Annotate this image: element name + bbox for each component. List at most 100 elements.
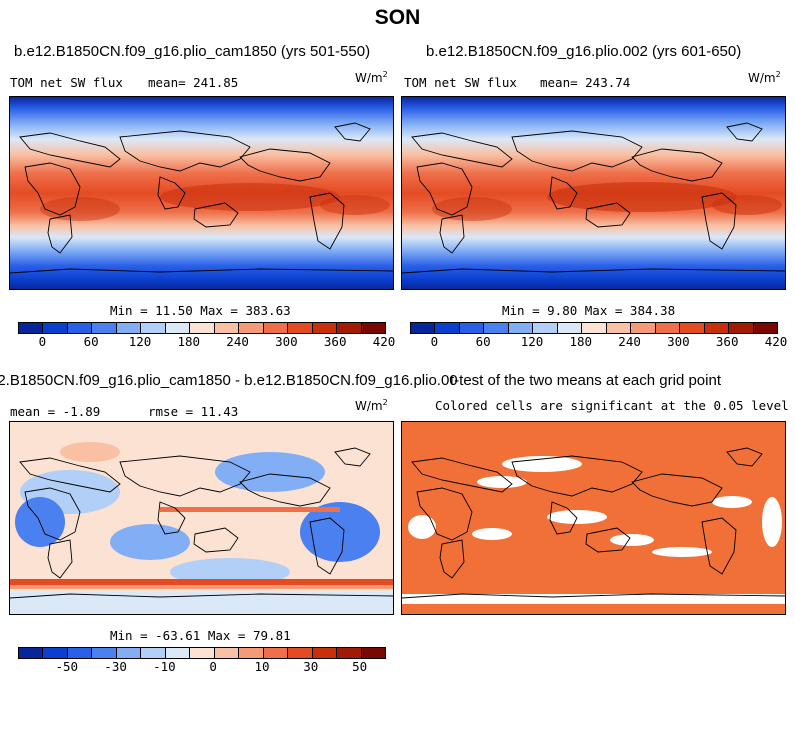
panel2-colorbar-tick-label: 120	[520, 334, 544, 349]
panel3-colorbar-box	[141, 648, 166, 658]
panel3-colorbar-ticks: -50 -30 -10 0 10 30 50	[18, 659, 384, 674]
panel2-colorbar-box	[533, 323, 558, 333]
panel4-subtitle: Colored cells are significant at the 0.0…	[435, 398, 789, 413]
panel2-colorbar-box	[557, 323, 583, 333]
panel2-colorbar-tick-label: 60	[475, 334, 491, 349]
panel1-colorbar-box	[165, 323, 191, 333]
panel1-colorbar-box	[337, 323, 362, 333]
panel3-colorbar-box	[165, 648, 191, 658]
panel1-colorbar-box	[361, 323, 386, 333]
panel1-colorbar-tick-label: 420	[372, 334, 396, 349]
panel3-colorbar-box	[288, 648, 313, 658]
panel2-colorbar-tick-label: 360	[715, 334, 739, 349]
panel1-colorbar-tick-label: 240	[226, 334, 249, 349]
panel3-colorbar-tick-label: 50	[352, 659, 368, 674]
panel2-colorbar-box	[655, 323, 681, 333]
panel1-map-canvas	[10, 97, 393, 289]
panel1-colorbar-box	[116, 323, 142, 333]
panel2-colorbar-box	[606, 323, 632, 333]
panel2-colorbar-box	[411, 323, 436, 333]
panel1-colorbar-box	[239, 323, 264, 333]
panel2-title: b.e12.B1850CN.f09_g16.plio.002 (yrs 601-…	[426, 43, 742, 60]
panel2-map	[401, 96, 786, 290]
panel3-colorbar-box	[190, 648, 215, 658]
panel1-colorbar-box	[43, 323, 68, 333]
panel1-colorbar-box	[263, 323, 289, 333]
panel2-colorbar	[410, 322, 778, 334]
panel2-colorbar-box	[435, 323, 460, 333]
panel1-colorbar-box	[19, 323, 44, 333]
panel1-colorbar-tick-label: 300	[275, 334, 298, 349]
panel3-title: b.e12.B1850CN.f09_g16.plio_cam1850 - b.e…	[0, 372, 458, 389]
panel1-colorbar-box	[312, 323, 338, 333]
panel4-map	[401, 421, 786, 615]
panel3-colorbar-box	[263, 648, 289, 658]
panel3-colorbar-tick-label: 10	[254, 659, 270, 674]
panel2-colorbar-tick-label: 300	[667, 334, 690, 349]
panel1-minmax-label: Min = 11.50 Max = 383.63	[110, 303, 291, 318]
panel3-colorbar-tick-label: -50	[55, 659, 79, 674]
panel3-colorbar-tick-label: 0	[209, 659, 217, 674]
panel2-variable-label: TOM net SW flux	[404, 75, 517, 90]
panel2-colorbar-tick-label: 240	[618, 334, 641, 349]
panel3-minmax-label: Min = -63.61 Max = 79.81	[110, 628, 291, 643]
panel2-map-canvas	[402, 97, 785, 289]
panel3-colorbar-box	[337, 648, 362, 658]
panel1-colorbar-box	[190, 323, 215, 333]
panel3-map-canvas	[10, 422, 393, 614]
panel2-colorbar-ticks: 0 60 120 180 240 300 360 420	[410, 334, 788, 349]
panel1-map	[9, 96, 394, 290]
panel3-colorbar-box	[361, 648, 386, 658]
panel2-colorbar-box	[680, 323, 705, 333]
panel3-colorbar-box	[92, 648, 117, 658]
panel3-colorbar-box	[43, 648, 68, 658]
panel2-colorbar-box	[753, 323, 778, 333]
panel2-minmax-label: Min = 9.80 Max = 384.38	[502, 303, 676, 318]
panel3-mean-label: mean = -1.89	[10, 404, 101, 419]
panel1-colorbar-tick-label: 0	[38, 334, 47, 349]
panel1-colorbar-box	[92, 323, 117, 333]
panel1-colorbar	[18, 322, 386, 334]
panel1-title: b.e12.B1850CN.f09_g16.plio_cam1850 (yrs …	[14, 43, 371, 60]
panel1-colorbar-box	[67, 323, 93, 333]
panel3-map	[9, 421, 394, 615]
panel1-colorbar-tick-label: 360	[323, 334, 347, 349]
panel3-rmse-label: rmse = 11.43	[148, 404, 239, 419]
panel1-colorbar-box	[214, 323, 240, 333]
panel2-colorbar-box	[484, 323, 509, 333]
panel2-colorbar-box	[582, 323, 607, 333]
panel1-colorbar-box	[141, 323, 166, 333]
panel2-colorbar-box	[631, 323, 656, 333]
panel1-variable-label: TOM net SW flux	[10, 75, 123, 90]
panel3-colorbar-box	[239, 648, 264, 658]
panel3-colorbar-box	[214, 648, 240, 658]
panel2-colorbar-box	[508, 323, 534, 333]
panel3-units: W/m2	[355, 398, 388, 413]
panel4-map-canvas	[402, 422, 785, 614]
figure-title: SON	[374, 6, 421, 29]
panel1-colorbar-ticks: 0 60 120 180 240 300 360 420	[18, 334, 396, 349]
panel2-colorbar-box	[729, 323, 754, 333]
panel3-colorbar-tick-label: 30	[303, 659, 319, 674]
panel1-colorbar-box	[288, 323, 313, 333]
panel2-colorbar-box	[459, 323, 485, 333]
panel2-colorbar-box	[704, 323, 730, 333]
panel2-mean-label: mean= 243.74	[540, 75, 631, 90]
panel2-units: W/m2	[748, 70, 781, 85]
panel3-colorbar-box	[312, 648, 338, 658]
panel2-colorbar-tick-label: 420	[764, 334, 788, 349]
panel1-colorbar-tick-label: 120	[128, 334, 152, 349]
panel4-title: t-test of the two means at each grid poi…	[450, 372, 721, 389]
panel3-colorbar-box	[19, 648, 44, 658]
panel3-title-clip: b.e12.B1850CN.f09_g16.plio_cam1850 - b.e…	[0, 372, 458, 392]
panel1-colorbar-tick-label: 60	[83, 334, 99, 349]
panel1-mean-label: mean= 241.85	[148, 75, 239, 90]
panel3-colorbar	[18, 647, 386, 659]
panel3-colorbar-box	[67, 648, 93, 658]
panel3-colorbar-box	[116, 648, 142, 658]
panel3-colorbar-tick-label: -30	[104, 659, 127, 674]
panel2-colorbar-tick-label: 0	[430, 334, 439, 349]
panel2-colorbar-tick-label: 180	[569, 334, 593, 349]
panel1-units: W/m2	[355, 70, 388, 85]
panel3-colorbar-tick-label: -10	[153, 659, 176, 674]
